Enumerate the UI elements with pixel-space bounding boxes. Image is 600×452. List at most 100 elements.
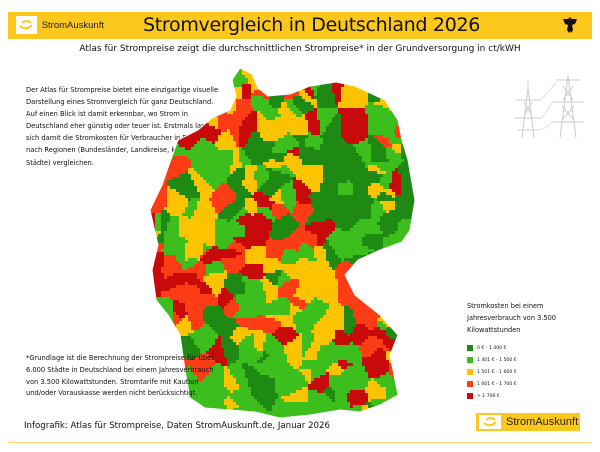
map-region-cell: [242, 156, 245, 159]
stromauskunft-logo[interactable]: StromAuskunft: [14, 14, 104, 36]
map-region-cell: [401, 60, 404, 63]
map-region-cell: [380, 153, 383, 156]
map-region-cell: [329, 165, 332, 168]
map-region-cell: [383, 186, 386, 189]
map-region-cell: [416, 159, 419, 162]
map-region-cell: [170, 72, 173, 75]
map-region-cell: [161, 156, 164, 159]
map-region-cell: [206, 69, 209, 72]
map-region-cell: [401, 102, 404, 105]
map-region-cell: [179, 93, 182, 96]
map-region-cell: [299, 192, 302, 195]
map-region-cell: [263, 156, 266, 159]
map-region-cell: [305, 138, 308, 141]
map-region-cell: [236, 168, 239, 171]
map-region-cell: [311, 189, 314, 192]
map-region-cell: [413, 150, 415, 153]
map-region-cell: [203, 210, 206, 213]
map-region-cell: [188, 105, 191, 108]
map-region-cell: [197, 102, 200, 105]
map-region-cell: [182, 72, 185, 75]
map-region-cell: [347, 120, 350, 123]
map-region-cell: [221, 189, 224, 192]
map-region-cell: [308, 168, 311, 171]
map-region-cell: [377, 174, 380, 177]
map-region-cell: [179, 99, 182, 102]
map-region-cell: [284, 63, 287, 66]
map-region-cell: [152, 147, 155, 150]
map-region-cell: [311, 69, 314, 72]
map-region-cell: [278, 150, 281, 153]
map-region-cell: [362, 150, 365, 153]
map-region-cell: [344, 192, 347, 195]
map-region-cell: [353, 186, 356, 189]
map-region-cell: [212, 108, 215, 111]
map-region-cell: [167, 75, 170, 78]
map-region-cell: [185, 135, 188, 138]
map-region-cell: [338, 174, 341, 177]
map-region-cell: [221, 84, 224, 87]
map-region-cell: [191, 69, 194, 72]
map-region-cell: [371, 210, 374, 213]
map-region-cell: [392, 198, 395, 201]
map-region-cell: [251, 165, 254, 168]
map-region-cell: [236, 81, 239, 84]
map-region-cell: [248, 117, 251, 120]
map-region-cell: [302, 186, 305, 189]
map-region-cell: [239, 99, 242, 102]
map-region-cell: [350, 102, 353, 105]
map-region-cell: [215, 138, 218, 141]
map-region-cell: [284, 138, 287, 141]
map-region-cell: [203, 81, 206, 84]
map-region-cell: [185, 69, 188, 72]
map-region-cell: [350, 144, 353, 147]
map-region-cell: [368, 177, 371, 180]
map-region-cell: [371, 123, 374, 126]
map-region-cell: [329, 114, 332, 117]
map-region-cell: [380, 90, 383, 93]
map-region-cell: [212, 138, 215, 141]
map-region-cell: [353, 207, 356, 210]
map-region-cell: [179, 114, 182, 117]
map-region-cell: [248, 90, 251, 93]
map-region-cell: [407, 144, 410, 147]
map-region-cell: [314, 96, 317, 99]
map-region-cell: [287, 150, 290, 153]
map-region-cell: [200, 165, 203, 168]
map-region-cell: [227, 192, 230, 195]
map-region-cell: [404, 93, 407, 96]
map-region-cell: [257, 198, 260, 201]
map-region-cell: [218, 210, 221, 213]
map-region-cell: [281, 68, 284, 69]
map-region-cell: [284, 111, 287, 114]
map-region-cell: [161, 68, 164, 69]
map-region-cell: [164, 204, 167, 207]
map-region-cell: [239, 102, 242, 105]
map-region-cell: [374, 90, 377, 93]
map-region-cell: [377, 69, 380, 72]
map-region-cell: [416, 123, 419, 126]
map-region-cell: [374, 153, 377, 156]
map-region-cell: [257, 135, 260, 138]
map-region-cell: [296, 153, 299, 156]
map-region-cell: [323, 210, 326, 213]
map-region-cell: [251, 156, 254, 159]
map-region-cell: [284, 186, 287, 189]
map-region-cell: [188, 162, 191, 165]
map-region-cell: [419, 114, 422, 117]
map-region-cell: [296, 159, 299, 162]
map-region-cell: [383, 138, 386, 141]
map-region-cell: [422, 72, 425, 75]
map-region-cell: [401, 180, 404, 183]
map-region-cell: [206, 75, 209, 78]
map-region-cell: [278, 78, 281, 81]
map-region-cell: [224, 216, 227, 219]
map-region-cell: [161, 159, 164, 162]
map-region-cell: [317, 69, 320, 72]
map-region-cell: [182, 201, 185, 204]
map-region-cell: [323, 189, 326, 192]
map-region-cell: [185, 75, 188, 78]
map-region-cell: [236, 90, 239, 93]
map-region-cell: [284, 213, 287, 216]
map-region-cell: [317, 186, 320, 189]
